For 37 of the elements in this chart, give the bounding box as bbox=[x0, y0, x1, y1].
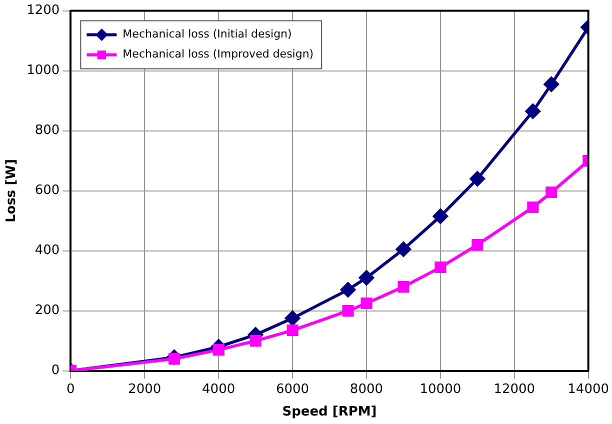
x-axis-title: Speed [RPM] bbox=[282, 404, 377, 420]
x-tick-label: 10000 bbox=[420, 382, 462, 397]
point bbox=[360, 298, 372, 310]
y-tick-label: 800 bbox=[34, 123, 60, 138]
y-tick-label: 600 bbox=[34, 183, 60, 198]
x-tick-label: 14000 bbox=[568, 382, 609, 397]
point bbox=[546, 186, 558, 198]
point bbox=[212, 344, 224, 356]
point bbox=[250, 335, 262, 347]
x-tick-label: 8000 bbox=[350, 382, 384, 397]
point bbox=[285, 310, 300, 326]
point bbox=[358, 270, 374, 286]
y-tick-label: 1000 bbox=[26, 63, 60, 78]
point bbox=[432, 208, 448, 224]
point bbox=[342, 305, 354, 317]
legend-label: Mechanical loss (Improved design) bbox=[122, 48, 314, 61]
y-tick-label: 200 bbox=[34, 303, 60, 318]
point bbox=[434, 262, 446, 274]
y-axis-title: Loss [W] bbox=[4, 159, 20, 223]
point bbox=[286, 324, 298, 336]
point bbox=[527, 202, 539, 214]
legend-label: Mechanical loss (Initial design) bbox=[122, 28, 292, 41]
point bbox=[544, 76, 559, 92]
x-tick-label: 0 bbox=[66, 382, 75, 397]
y-tick-label: 1200 bbox=[26, 3, 60, 18]
point bbox=[470, 171, 485, 186]
point bbox=[396, 242, 411, 257]
point bbox=[340, 282, 356, 298]
x-tick-label: 12000 bbox=[494, 382, 536, 397]
x-tick-label: 4000 bbox=[202, 382, 236, 397]
point bbox=[525, 104, 540, 119]
y-tick-label: 400 bbox=[34, 243, 60, 258]
x-tick-label: 2000 bbox=[128, 382, 162, 397]
x-tick-label: 6000 bbox=[276, 382, 310, 397]
point bbox=[398, 281, 410, 293]
y-tick-label: 0 bbox=[51, 363, 60, 378]
point bbox=[472, 239, 484, 251]
